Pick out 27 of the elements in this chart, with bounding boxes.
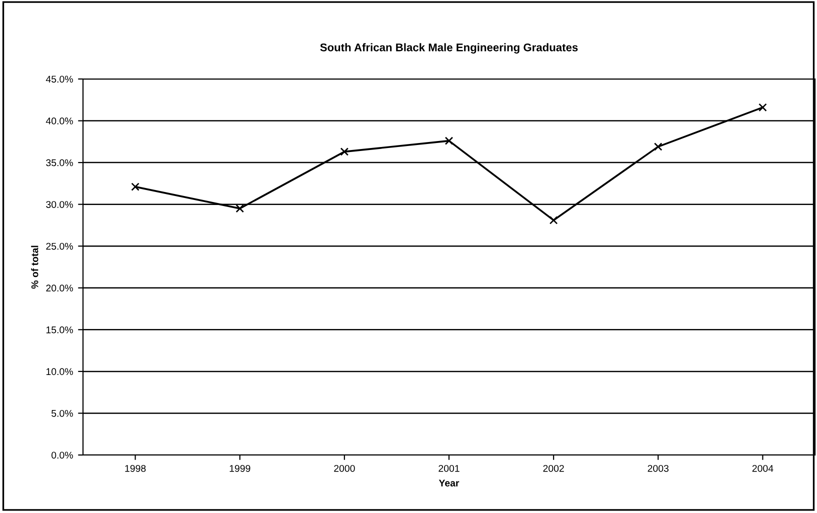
x-axis-title: Year [438,480,460,486]
point [444,136,454,145]
chart-title: South African Black Male Engineering Graduates [320,43,578,54]
y-axis-title: % of total [31,246,38,289]
y-tick-label: 10.0% [46,368,73,376]
y-tick-label: 25.0% [46,242,73,250]
x-tick-label: 1998 [125,464,146,472]
y-tick-label: 45.0% [46,76,73,83]
x-tick-label: 2001 [438,464,460,472]
point [236,204,244,213]
point [340,148,349,156]
point [654,142,662,151]
y-tick-label: 0.0% [52,452,73,459]
point [549,216,558,224]
y-tick-label: 30.0% [46,201,73,208]
point [758,103,767,112]
x-tick-label: 2000 [334,464,355,472]
x-tick-label: 2002 [543,464,564,472]
x-tick-label: 1999 [230,464,250,472]
y-tick-label: 15.0% [46,326,73,334]
x-tick-label: 2003 [648,464,669,472]
x-tick-label: 2004 [752,464,774,472]
y-tick-label: 5.0% [52,410,73,417]
y-tick-label: 40.0% [46,118,73,124]
point [131,182,140,191]
y-tick-label: 20.0% [46,284,73,292]
y-tick-label: 35.0% [46,159,73,166]
